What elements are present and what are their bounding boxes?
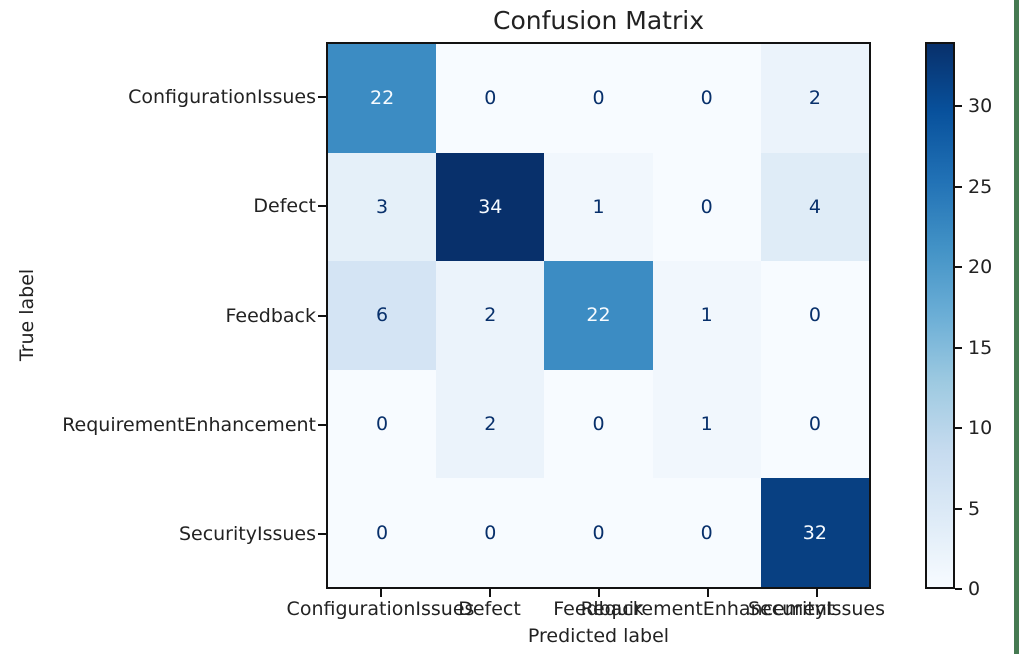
x-tick-mark [706,589,709,597]
matrix-cell-3-0: 0 [328,369,437,479]
y-tick-label: RequirementEnhancement [62,413,316,436]
heatmap-plot: 22 0 0 0 2 3 34 1 0 4 6 2 22 1 0 0 2 0 1 0 0 0 0 0 32 [326,42,871,589]
matrix-cell-2-3: 1 [652,261,761,370]
matrix-cell-0-4: 2 [760,44,869,153]
colorbar-tick-mark [955,346,962,349]
matrix-cell-4-3: 0 [652,478,761,587]
matrix-cell-0-0: 22 [328,44,437,153]
matrix-cell-2-2: 22 [544,261,653,370]
matrix-cell-2-4: 0 [760,261,869,370]
x-tick-label: ConfigurationIssues [286,598,475,620]
colorbar-tick-mark [955,427,962,430]
colorbar-tick-mark [955,266,962,269]
matrix-cell-3-2: 0 [544,369,653,479]
matrix-cell-1-0: 3 [328,152,437,262]
y-tick-label: SecurityIssues [178,523,316,546]
matrix-cell-1-1: 34 [436,152,545,262]
matrix-cell-4-1: 0 [436,478,545,587]
colorbar-tick-mark [955,588,962,590]
x-tick-mark [597,589,600,597]
colorbar-tick-mark [955,185,962,188]
matrix-cell-4-0: 0 [328,478,437,587]
x-tick-label: RequirementEnhancement [580,598,835,620]
x-tick-mark [815,589,818,597]
matrix-cell-4-2: 0 [544,478,653,587]
y-tick-label: Defect [253,195,316,218]
matrix-cell-1-2: 1 [544,152,653,262]
colorbar-tick-label: 5 [968,497,981,520]
x-tick-label: Defect [458,598,521,620]
colorbar-tick-mark [955,507,962,510]
x-tick-mark [379,589,382,597]
y-tick-mark [318,205,326,208]
y-tick-mark [318,533,326,536]
matrix-cell-1-3: 0 [652,152,761,262]
x-axis-label: Predicted label [527,625,670,647]
matrix-cell-3-1: 2 [436,369,545,479]
matrix-cell-3-3: 1 [652,369,761,479]
y-tick-mark [318,423,326,426]
y-tick-mark [318,95,326,98]
y-tick-label: ConfigurationIssues [128,85,316,108]
matrix-cell-2-0: 6 [328,261,437,370]
right-edge-stripe [1014,0,1019,654]
chart-title: Confusion Matrix [492,6,704,35]
colorbar-tick-label: 25 [968,175,993,198]
x-tick-mark [488,589,491,597]
y-tick-label: Feedback [225,304,316,327]
matrix-cell-2-1: 2 [436,261,545,370]
matrix-cell-0-1: 0 [436,44,545,153]
matrix-cell-1-4: 4 [760,152,869,262]
y-tick-mark [318,314,326,317]
colorbar-tick-mark [955,105,962,108]
matrix-cell-0-2: 0 [544,44,653,153]
colorbar [925,42,955,589]
x-tick-label: Feedback [553,598,644,620]
matrix-cell-0-3: 0 [652,44,761,153]
colorbar-tick-label: 10 [968,417,993,440]
colorbar-tick-label: 0 [968,578,981,600]
colorbar-tick-label: 15 [968,336,993,359]
x-tick-label: SecurityIssues [747,598,886,620]
matrix-cell-4-4: 32 [760,478,869,587]
colorbar-tick-label: 20 [968,256,993,279]
matrix-cell-3-4: 0 [760,369,869,479]
colorbar-tick-label: 30 [968,95,993,118]
